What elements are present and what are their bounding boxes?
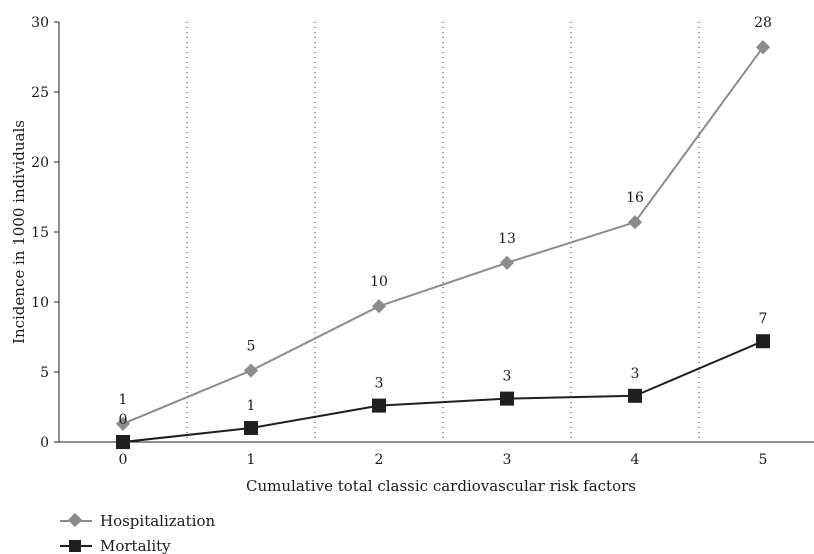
x-tick-label: 1 (247, 452, 256, 468)
data-label-hospitalization: 5 (247, 339, 256, 355)
y-tick-label: 25 (31, 85, 49, 101)
y-axis-title: Incidence in 1000 individuals (10, 120, 28, 344)
data-label-mortality: 3 (631, 366, 640, 382)
series-line-mortality (122, 340, 764, 443)
series-markers (115, 40, 771, 449)
data-label-mortality: 1 (247, 398, 256, 414)
data-label-mortality: 0 (119, 412, 128, 428)
marker-hospitalization (755, 40, 771, 55)
marker-mortality (244, 421, 258, 435)
y-tick-label: 20 (31, 155, 49, 171)
y-tick-label: 30 (31, 15, 49, 31)
grid-lines (186, 22, 700, 442)
legend-item-mortality: Mortality (60, 537, 171, 554)
marker-mortality (500, 391, 514, 406)
data-label-hospitalization: 13 (498, 231, 516, 247)
axes (54, 21, 814, 443)
marker-mortality (372, 398, 386, 413)
legend-label-mortality: Mortality (100, 537, 171, 554)
x-tick-label: 0 (119, 452, 128, 468)
data-label-mortality: 3 (503, 369, 512, 385)
marker-mortality (756, 334, 770, 349)
legend-marker-mortality (69, 540, 81, 552)
data-label-hospitalization: 28 (754, 15, 772, 31)
series-lines (122, 46, 764, 443)
data-label-mortality: 3 (375, 376, 384, 392)
legend-marker-hospitalization (67, 512, 83, 528)
x-axis-title: Cumulative total classic cardiovascular … (246, 477, 636, 495)
x-tick-label: 2 (375, 452, 384, 468)
y-tick-label: 15 (31, 225, 49, 241)
data-label-hospitalization: 16 (626, 190, 644, 206)
y-tick-label: 10 (31, 295, 49, 311)
legend-label-hospitalization: Hospitalization (100, 512, 215, 530)
marker-hospitalization (627, 215, 643, 230)
y-tick-label: 0 (40, 435, 49, 451)
marker-hospitalization (115, 416, 131, 431)
y-tick-label: 5 (40, 365, 49, 381)
series-line-hospitalization (122, 46, 764, 425)
marker-hospitalization (499, 255, 515, 270)
data-label-mortality: 7 (759, 311, 768, 327)
x-tick-label: 4 (631, 452, 640, 468)
x-tick-label: 5 (759, 452, 768, 468)
marker-mortality (628, 388, 642, 403)
x-tick-label: 3 (503, 452, 512, 468)
legend-item-hospitalization: Hospitalization (60, 512, 215, 530)
marker-hospitalization (371, 299, 387, 314)
marker-hospitalization (243, 363, 259, 378)
legend: Hospitalization Mortality (60, 512, 215, 554)
data-label-hospitalization: 1 (119, 392, 128, 408)
data-label-hospitalization: 10 (370, 274, 388, 290)
marker-mortality (116, 435, 130, 449)
